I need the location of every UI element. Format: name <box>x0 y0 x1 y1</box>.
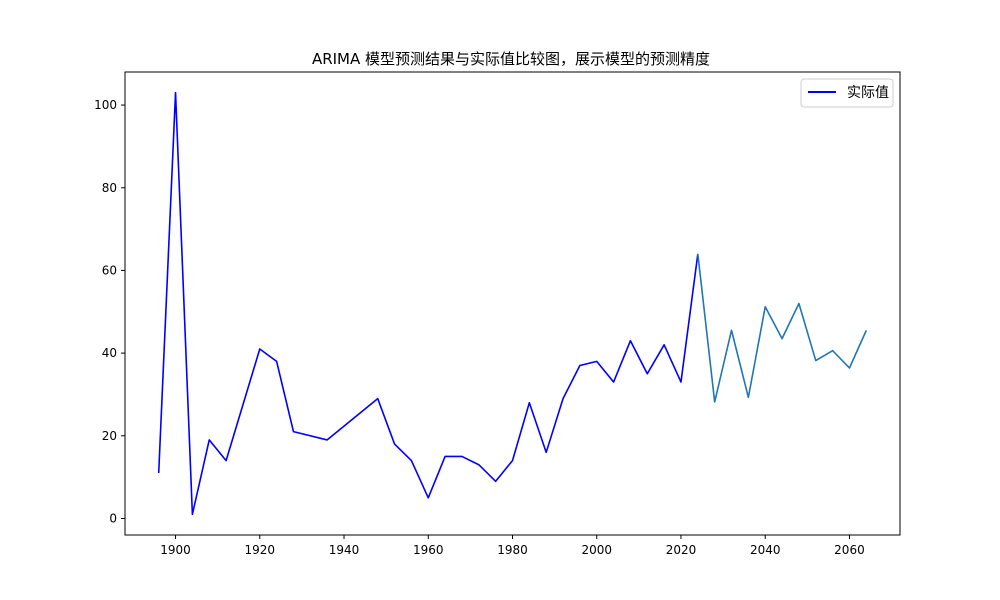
x-tick-label: 2000 <box>581 543 612 557</box>
y-tick-label: 20 <box>102 429 117 443</box>
x-tick-label: 2060 <box>834 543 865 557</box>
legend: 实际值 <box>800 78 894 108</box>
x-tick-label: 1980 <box>497 543 528 557</box>
y-tick-label: 100 <box>94 98 117 112</box>
y-tick-label: 0 <box>109 511 117 525</box>
plot-frame <box>124 71 901 536</box>
legend-box <box>800 78 894 108</box>
x-tick-label: 1960 <box>413 543 444 557</box>
y-axis: 0 20 40 60 80 100 <box>94 98 125 525</box>
x-tick-label: 2040 <box>750 543 781 557</box>
series-layer <box>157 91 868 516</box>
y-tick-label: 80 <box>102 181 117 195</box>
x-tick-label: 2020 <box>666 543 697 557</box>
series-line-forecast <box>697 253 868 403</box>
y-tick-label: 40 <box>102 346 117 360</box>
series-line-actual <box>157 91 699 516</box>
x-tick-label: 1920 <box>245 543 276 557</box>
x-axis: 1900 1920 1940 1960 1980 2000 2020 2040 2060 <box>160 535 865 557</box>
y-tick-label: 60 <box>102 263 117 277</box>
x-tick-label: 1900 <box>160 543 191 557</box>
x-tick-label: 1940 <box>329 543 360 557</box>
chart-title: ARIMA 模型预测结果与实际值比较图，展示模型的预测精度 <box>312 50 710 68</box>
legend-label: 实际值 <box>847 85 889 101</box>
